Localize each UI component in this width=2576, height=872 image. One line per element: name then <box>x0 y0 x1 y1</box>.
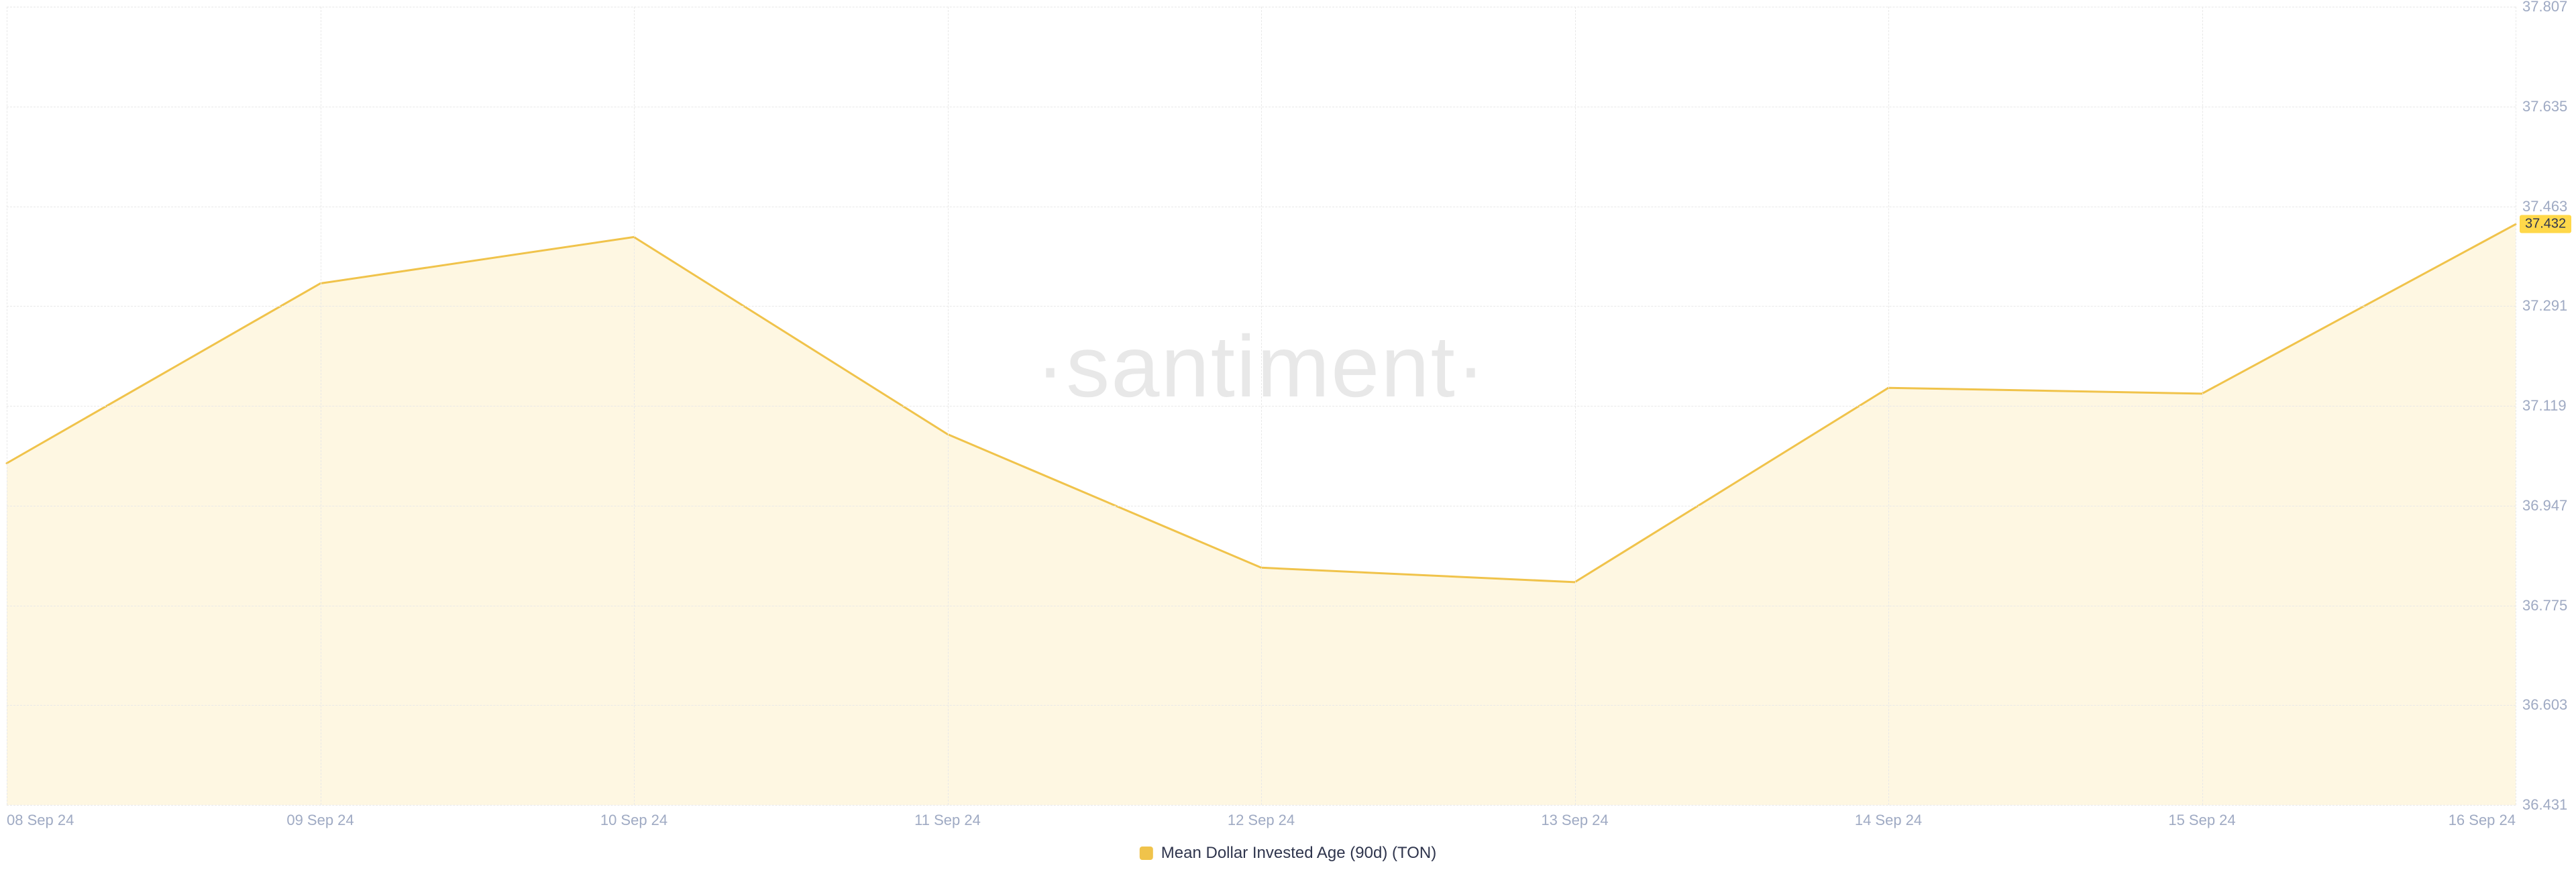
x-tick-label: 13 Sep 24 <box>1541 812 1608 829</box>
current-value-badge: 37.432 <box>2520 215 2571 233</box>
legend[interactable]: Mean Dollar Invested Age (90d) (TON) <box>1140 844 1436 863</box>
grid-line-vertical <box>948 7 949 805</box>
grid-line-vertical <box>1261 7 1262 805</box>
y-tick-label: 37.119 <box>2522 397 2567 415</box>
y-tick-label: 37.291 <box>2522 297 2567 315</box>
x-tick-label: 15 Sep 24 <box>2168 812 2235 829</box>
legend-label: Mean Dollar Invested Age (90d) (TON) <box>1161 844 1436 863</box>
grid-line-vertical <box>1888 7 1889 805</box>
x-tick-label: 08 Sep 24 <box>7 812 74 829</box>
y-tick-label: 36.947 <box>2522 497 2567 514</box>
y-tick-label: 36.431 <box>2522 796 2567 814</box>
grid-line-vertical <box>634 7 635 805</box>
y-tick-label: 37.463 <box>2522 198 2567 215</box>
legend-swatch <box>1140 847 1153 860</box>
y-tick-label: 37.635 <box>2522 98 2567 115</box>
x-tick-label: 10 Sep 24 <box>600 812 667 829</box>
x-tick-label: 16 Sep 24 <box>2449 812 2516 829</box>
x-tick-label: 12 Sep 24 <box>1228 812 1295 829</box>
grid-line-vertical <box>1575 7 1576 805</box>
plot-area[interactable]: ·santiment· <box>7 7 2516 805</box>
y-tick-label: 36.775 <box>2522 597 2567 614</box>
chart-container: ·santiment· 36.431 36.603 36.775 36.947 37.1… <box>0 0 2576 872</box>
x-tick-label: 09 Sep 24 <box>286 812 354 829</box>
grid-line-vertical <box>2202 7 2203 805</box>
y-tick-label: 36.603 <box>2522 696 2567 714</box>
grid-line-horizontal <box>7 805 2516 806</box>
current-value-text: 37.432 <box>2525 217 2566 231</box>
y-tick-label: 37.807 <box>2522 0 2567 15</box>
x-tick-label: 14 Sep 24 <box>1855 812 1922 829</box>
x-tick-label: 11 Sep 24 <box>914 812 981 829</box>
